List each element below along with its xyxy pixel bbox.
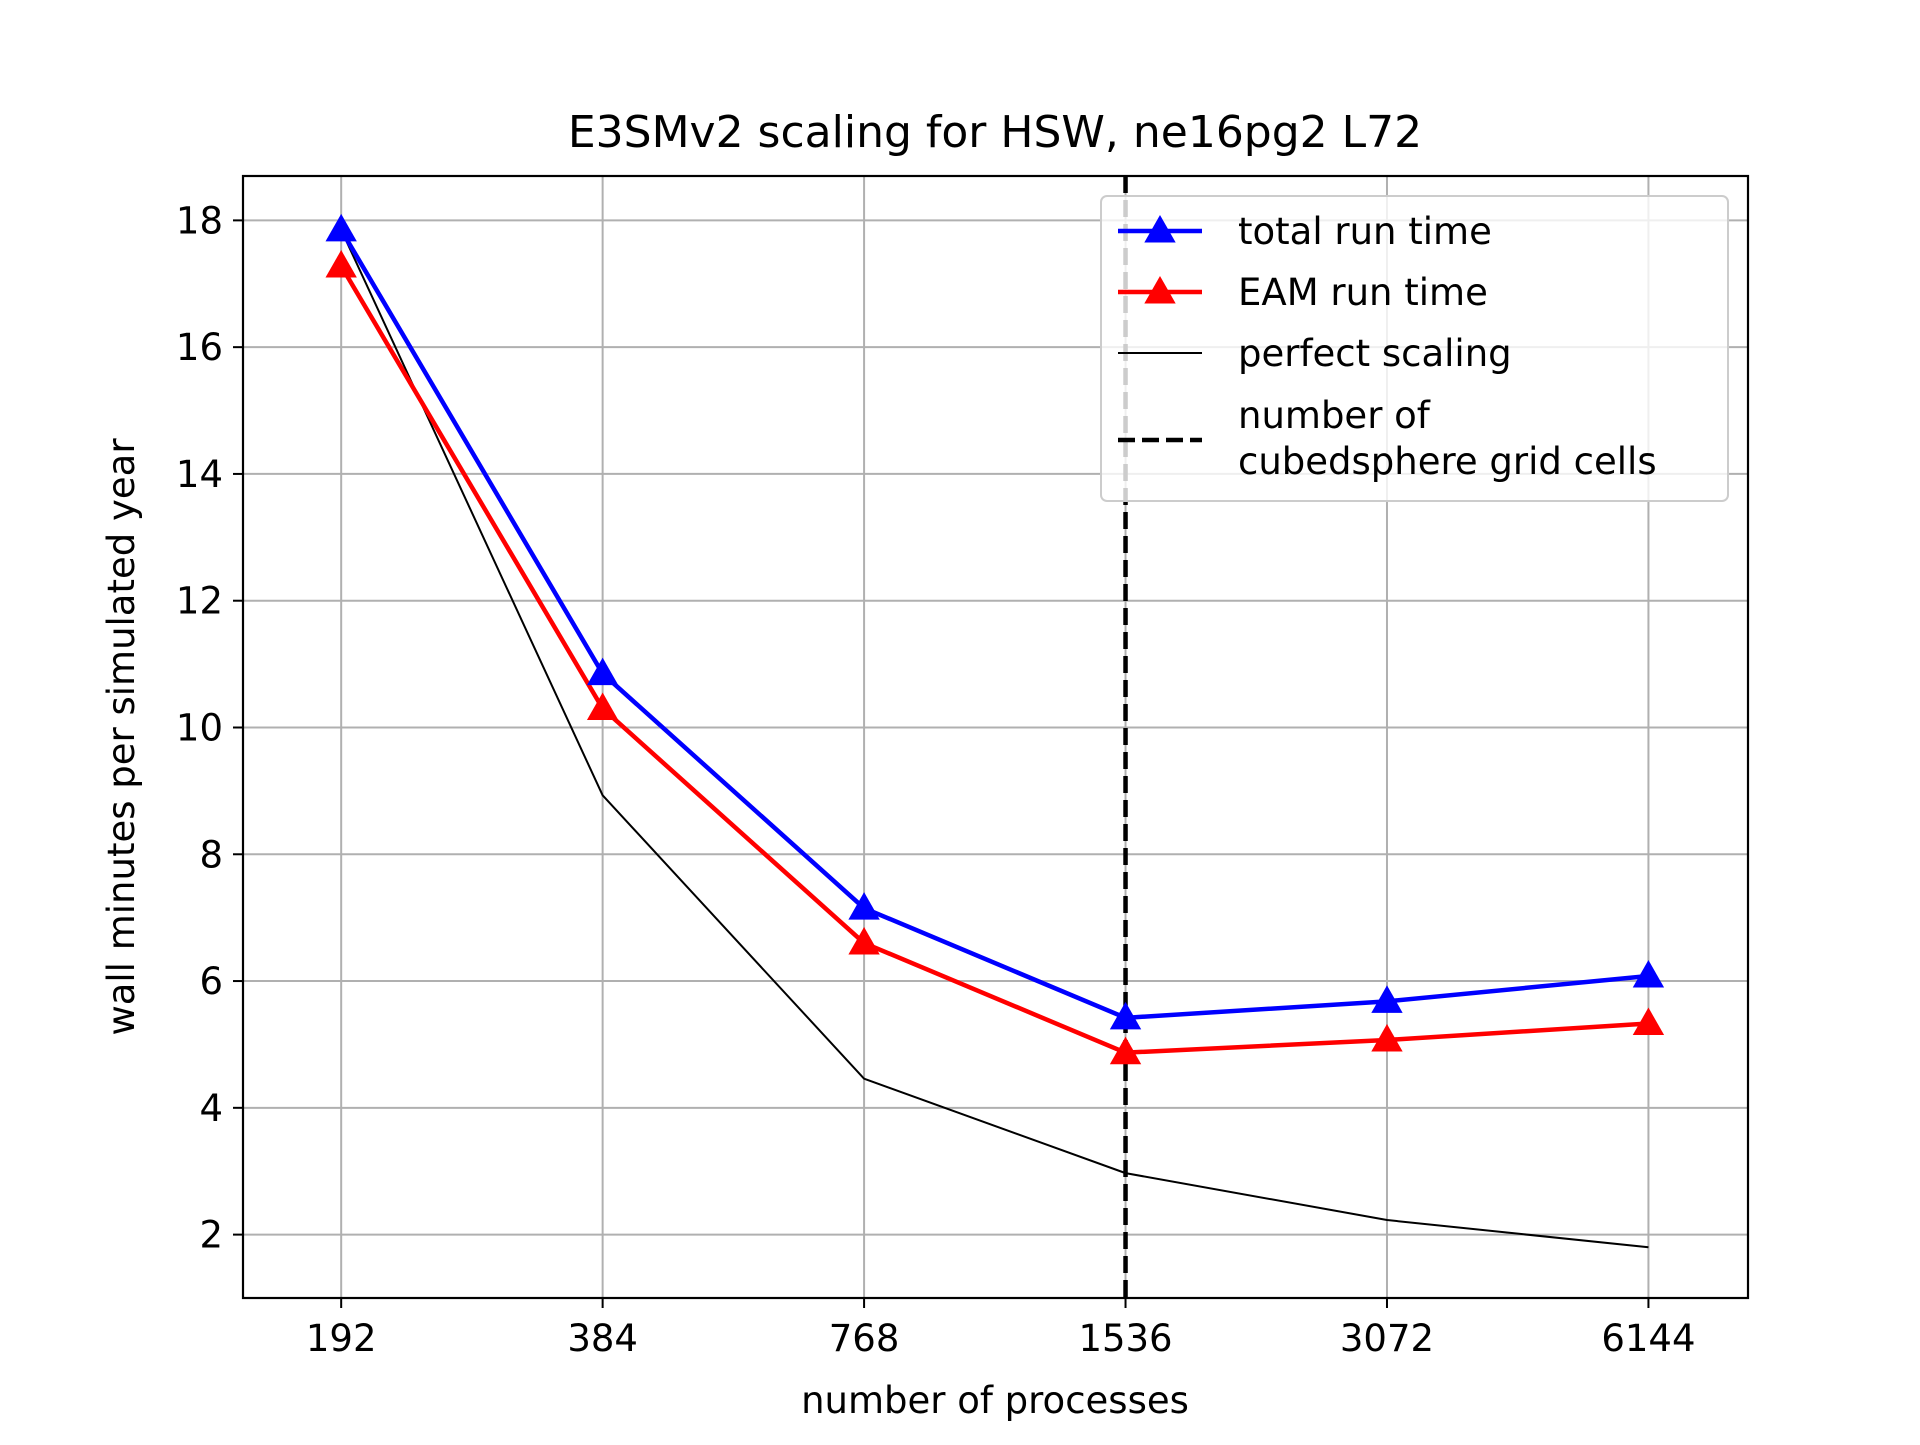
legend-label: EAM run time [1238,271,1488,314]
data-point [325,213,357,242]
series-perfect-scaling [340,229,1649,1249]
legend-label: total run time [1238,210,1492,253]
y-tick-label: 12 [176,580,223,623]
y-tick-label: 8 [199,833,223,876]
data-point [848,892,880,920]
legend-box [1100,195,1729,502]
data-point [1109,1001,1142,1030]
data-point [586,692,619,720]
y-tick-label: 6 [199,960,223,1003]
y-tick-label: 16 [176,326,223,369]
legend: total run time EAM run time perfect scalin… [1100,195,1729,502]
data-point [848,927,880,955]
x-tick-label: 768 [829,1317,900,1360]
x-axis-ticks: 192 384 768 1536 3072 6144 [306,1298,1696,1360]
data-point [325,250,357,278]
data-point [1109,1036,1142,1065]
legend-label: perfect scaling [1238,332,1512,375]
legend-swatch-marker [1144,276,1176,304]
series-lines [325,213,1665,1249]
legend-label: number of [1238,394,1431,437]
x-tick-label: 3072 [1340,1317,1434,1360]
y-tick-label: 14 [176,453,223,496]
data-point [1632,959,1665,988]
series-line [339,228,1649,1021]
data-point [1632,1007,1665,1036]
data-point [1371,985,1403,1013]
x-tick-label: 1536 [1078,1317,1172,1360]
series-line [339,264,1649,1055]
y-tick-label: 4 [199,1087,223,1130]
x-tick-label: 384 [567,1317,638,1360]
y-axis-label: wall minutes per simulated year [100,438,143,1036]
series-line [340,229,1649,1249]
data-point [1371,1024,1403,1052]
x-axis-label: number of processes [801,1379,1189,1422]
y-tick-label: 2 [199,1214,223,1257]
data-point [586,657,619,686]
y-axis-ticks: 2 4 6 8 10 12 14 16 18 [176,199,243,1257]
series-EAM-run-time [325,250,1665,1065]
legend-label: cubedsphere grid cells [1238,440,1657,483]
y-tick-label: 18 [176,199,223,242]
legend-swatch-marker [1144,215,1176,243]
x-tick-label: 192 [306,1317,377,1360]
series-total-run-time [325,213,1665,1030]
x-tick-label: 6144 [1601,1317,1695,1360]
chart-title: E3SMv2 scaling for HSW, ne16pg2 L72 [568,107,1422,158]
plot-frame [241,174,1750,1300]
y-tick-label: 10 [176,706,223,749]
